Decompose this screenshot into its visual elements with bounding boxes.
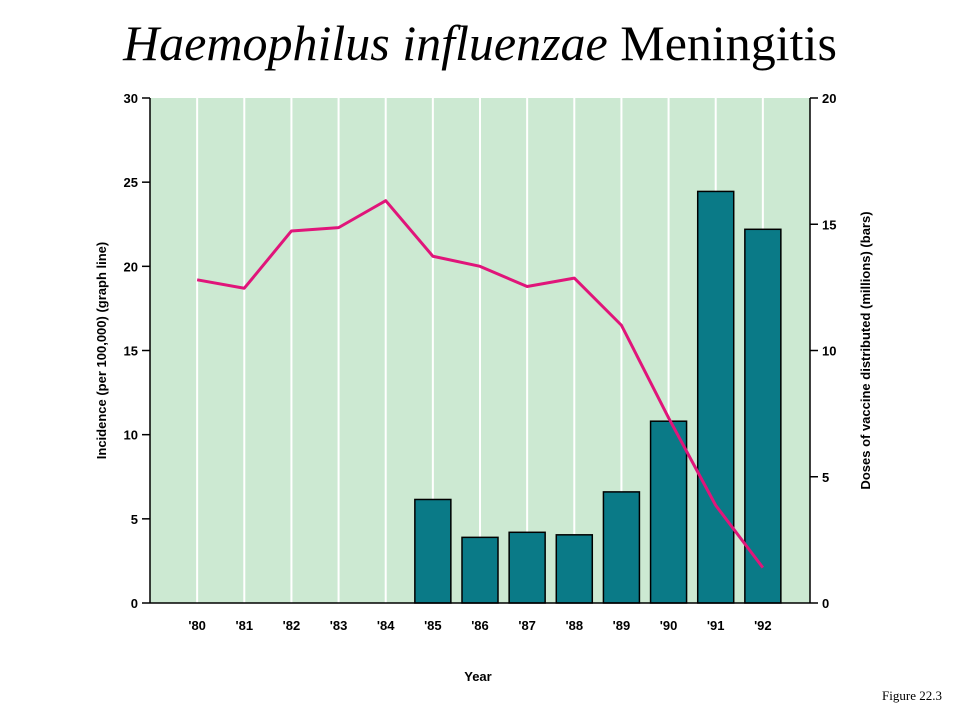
left-tick-label: 15	[124, 344, 138, 359]
left-tick-label: 10	[124, 428, 138, 443]
right-tick-label: 10	[822, 344, 836, 359]
x-tick-label: '83	[330, 618, 348, 633]
x-tick-label: '80	[188, 618, 206, 633]
chart-title: Haemophilus influenzae Meningitis	[0, 14, 960, 72]
x-axis-label: Year	[464, 669, 491, 684]
bar-series	[414, 190, 782, 604]
left-tick-label: 30	[124, 91, 138, 106]
bar	[461, 536, 499, 604]
right-tick-label: 15	[822, 217, 836, 232]
x-axis-ticks: '80 '81 '82 '83 '84 '85 '86 '87 '88 '89 '90 '91 '92	[188, 618, 771, 633]
bar	[555, 534, 594, 604]
x-tick-label: '89	[613, 618, 631, 633]
right-tick-label: 20	[822, 91, 836, 106]
x-tick-label: '85	[424, 618, 442, 633]
x-tick-label: '86	[471, 618, 489, 633]
left-tick-label: 0	[131, 596, 138, 611]
right-tick-label: 5	[822, 470, 829, 485]
left-tick-label: 5	[131, 512, 138, 527]
right-axis-ticks: 0 5 10 15 20	[810, 91, 836, 611]
right-tick-label: 0	[822, 596, 829, 611]
x-tick-label: '82	[283, 618, 301, 633]
left-tick-label: 25	[124, 175, 138, 190]
right-axis-label: Doses of vaccine distributed (millions) …	[858, 211, 873, 489]
left-tick-label: 20	[124, 259, 138, 274]
title-plain-part: Meningitis	[620, 15, 837, 71]
incidence-line	[196, 199, 765, 569]
bar	[508, 531, 546, 604]
bar	[602, 491, 641, 604]
bar	[649, 420, 688, 604]
bar	[744, 228, 782, 604]
x-tick-label: '84	[377, 618, 395, 633]
title-italic-part: Haemophilus influenzae	[123, 15, 608, 71]
x-tick-label: '90	[660, 618, 678, 633]
x-tick-label: '91	[707, 618, 725, 633]
left-axis-ticks: 0 5 10 15 20 25 30	[124, 91, 150, 611]
x-tick-label: '88	[566, 618, 584, 633]
left-axis-label: Incidence (per 100,000) (graph line)	[94, 242, 109, 459]
bar	[696, 190, 735, 604]
figure-caption: Figure 22.3	[882, 688, 942, 703]
x-tick-label: '87	[518, 618, 536, 633]
x-tick-label: '81	[236, 618, 254, 633]
bar	[414, 498, 452, 604]
x-tick-label: '92	[754, 618, 772, 633]
